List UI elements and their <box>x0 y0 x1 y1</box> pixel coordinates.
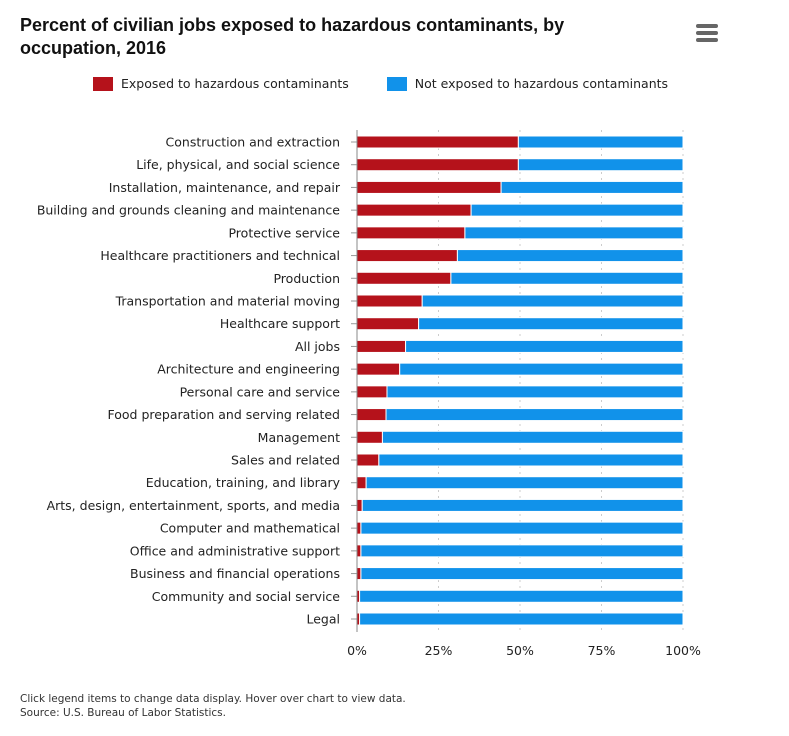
category-label: Installation, maintenance, and repair <box>109 180 341 195</box>
bar-exposed[interactable] <box>356 158 519 172</box>
bar-exposed[interactable] <box>356 249 458 263</box>
bar-not-exposed[interactable] <box>470 203 684 217</box>
category-label: Office and administrative support <box>130 543 340 558</box>
bar-exposed[interactable] <box>356 476 367 490</box>
bar-not-exposed[interactable] <box>386 385 684 399</box>
bar-exposed[interactable] <box>356 203 472 217</box>
category-label: Life, physical, and social science <box>136 157 340 172</box>
category-label: Legal <box>306 612 340 627</box>
bar-exposed[interactable] <box>356 567 362 581</box>
category-label: Food preparation and serving related <box>108 407 341 422</box>
bar-not-exposed[interactable] <box>361 498 684 512</box>
category-label: Healthcare practitioners and technical <box>100 248 340 263</box>
legend-label-not-exposed: Not exposed to hazardous contaminants <box>414 76 669 91</box>
bar-exposed[interactable] <box>356 180 502 194</box>
category-label: Personal care and service <box>180 384 341 399</box>
bar-exposed[interactable] <box>356 408 387 422</box>
bar-exposed[interactable] <box>356 430 383 444</box>
footer-note: Click legend items to change data displa… <box>20 693 406 705</box>
footer-source: Source: U.S. Bureau of Labor Statistics. <box>20 707 226 719</box>
legend-item-exposed[interactable]: Exposed to hazardous contaminants <box>93 76 349 91</box>
bar-exposed[interactable] <box>356 135 519 149</box>
category-label: Transportation and material moving <box>115 294 340 309</box>
category-label: All jobs <box>295 339 340 354</box>
bar-exposed[interactable] <box>356 339 407 353</box>
bar-not-exposed[interactable] <box>359 589 684 603</box>
legend-swatch-not-exposed <box>386 76 407 91</box>
legend-item-not-exposed[interactable]: Not exposed to hazardous contaminants <box>386 76 669 91</box>
chart-title: Percent of civilian jobs exposed to haza… <box>20 15 565 58</box>
bar-not-exposed[interactable] <box>360 521 684 535</box>
legend-label-exposed: Exposed to hazardous contaminants <box>121 76 349 91</box>
category-label: Architecture and engineering <box>157 362 340 377</box>
category-label: Business and financial operations <box>130 566 340 581</box>
bar-not-exposed[interactable] <box>500 180 684 194</box>
bar-exposed[interactable] <box>356 385 388 399</box>
bar-not-exposed[interactable] <box>399 362 684 376</box>
bar-not-exposed[interactable] <box>360 567 684 581</box>
bar-not-exposed[interactable] <box>378 453 684 467</box>
category-label: Arts, design, entertainment, sports, and… <box>47 498 340 513</box>
bar-exposed[interactable] <box>356 544 362 558</box>
category-label: Building and grounds cleaning and mainte… <box>37 203 340 218</box>
bar-exposed[interactable] <box>356 362 401 376</box>
bar-not-exposed[interactable] <box>456 249 684 263</box>
category-label: Protective service <box>228 225 340 240</box>
bar-exposed[interactable] <box>356 453 380 467</box>
bar-exposed[interactable] <box>356 294 423 308</box>
bar-not-exposed[interactable] <box>421 294 684 308</box>
category-label: Computer and mathematical <box>160 521 340 536</box>
x-tick-label: 25% <box>425 643 453 658</box>
x-tick-label: 100% <box>665 643 701 658</box>
bar-not-exposed[interactable] <box>418 317 684 331</box>
bar-not-exposed[interactable] <box>517 135 684 149</box>
bar-not-exposed[interactable] <box>464 226 684 240</box>
bar-not-exposed[interactable] <box>381 430 684 444</box>
bar-exposed[interactable] <box>356 498 363 512</box>
category-label: Production <box>273 271 340 286</box>
legend-swatch-exposed <box>93 76 113 91</box>
hamburger-menu-icon[interactable] <box>696 24 718 42</box>
bar-not-exposed[interactable] <box>360 544 684 558</box>
x-tick-label: 50% <box>506 643 534 658</box>
bar-not-exposed[interactable] <box>517 158 684 172</box>
bar-exposed[interactable] <box>356 271 452 285</box>
bar-not-exposed[interactable] <box>450 271 684 285</box>
x-tick-label: 75% <box>588 643 616 658</box>
bar-exposed[interactable] <box>356 226 466 240</box>
footer: Click legend items to change data displa… <box>20 692 406 720</box>
bar-exposed[interactable] <box>356 521 362 535</box>
category-label: Healthcare support <box>220 316 340 331</box>
category-label: Education, training, and library <box>146 475 341 490</box>
bar-not-exposed[interactable] <box>359 612 684 626</box>
bar-exposed[interactable] <box>356 317 420 331</box>
legend: Exposed to hazardous contaminants Not ex… <box>93 76 668 91</box>
bar-not-exposed[interactable] <box>385 408 684 422</box>
bar-not-exposed[interactable] <box>405 339 684 353</box>
category-label: Sales and related <box>231 453 340 468</box>
bar-not-exposed[interactable] <box>365 476 684 490</box>
category-label: Community and social service <box>152 589 341 604</box>
category-label: Management <box>258 430 340 445</box>
category-label: Construction and extraction <box>166 135 340 150</box>
x-tick-label: 0% <box>347 643 367 658</box>
